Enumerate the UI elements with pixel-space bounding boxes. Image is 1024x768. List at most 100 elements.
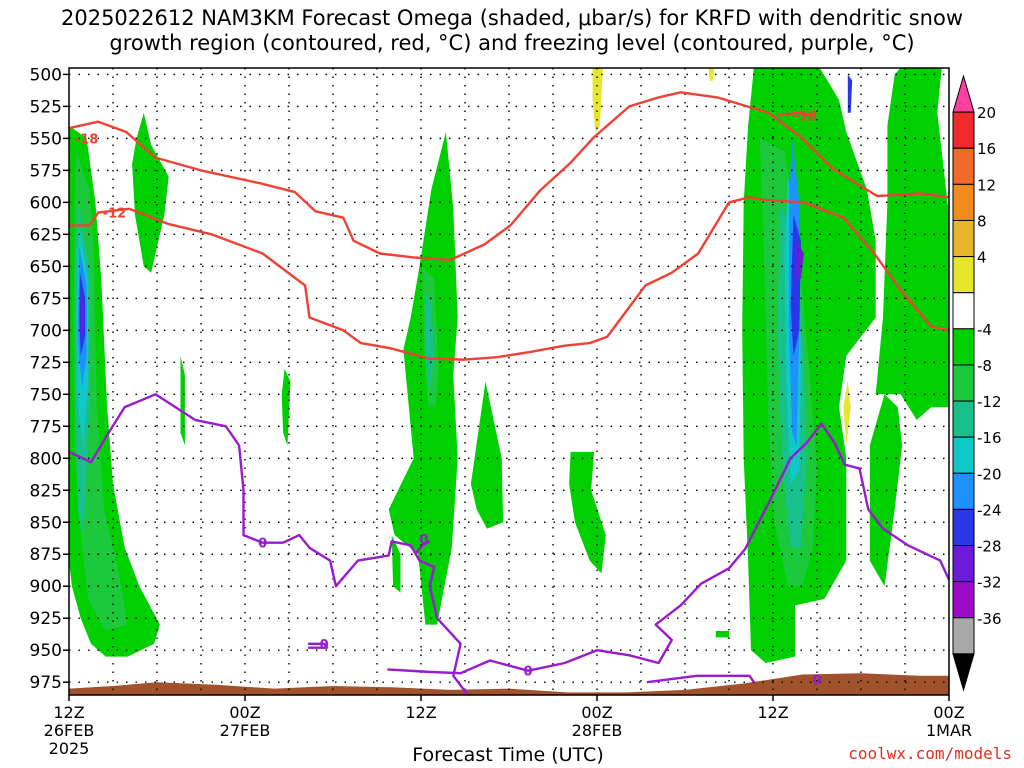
colorbar-label: 12 — [977, 176, 996, 194]
colorbar-bin — [952, 436, 975, 474]
x-tick-label: 28FEB — [572, 721, 623, 740]
colorbar-label: -4 — [977, 321, 992, 339]
colorbar-label: 16 — [977, 140, 996, 158]
colorbar-label: -36 — [977, 610, 1002, 628]
y-tick-label: 600 — [30, 193, 62, 213]
y-tick-label: 875 — [30, 545, 62, 565]
freezing-level-contour — [414, 540, 431, 555]
colorbar-bin — [952, 328, 975, 366]
y-tick-label: 575 — [30, 161, 62, 181]
colorbar-arrow-bottom — [952, 653, 975, 692]
freezing-level-contour — [646, 674, 755, 684]
x-tick-label: 00Z — [581, 703, 612, 722]
y-tick-label: 725 — [30, 353, 62, 373]
colorbar-bin — [952, 111, 975, 149]
dgz-contour — [777, 111, 810, 117]
y-tick-label: 625 — [30, 225, 62, 245]
y-tick-label: 800 — [30, 449, 62, 469]
omega-region — [715, 631, 729, 638]
x-tick-label: 12Z — [405, 703, 436, 722]
dgz-contour-label: -12 — [103, 207, 127, 222]
freezing-level-contour-label: 0 — [812, 674, 821, 689]
x-tick-label: 12Z — [757, 703, 788, 722]
x-tick-label: 2025 — [49, 739, 90, 758]
x-tick-label: 00Z — [933, 703, 964, 722]
y-tick-label: 825 — [30, 481, 62, 501]
colorbar-label: -16 — [977, 429, 1002, 447]
colorbar-bin — [952, 472, 975, 510]
freezing-level-contour-label: 0 — [258, 537, 267, 552]
omega-region — [391, 535, 401, 593]
colorbar-arrow-top — [952, 74, 975, 113]
omega-region — [425, 291, 435, 395]
y-tick-label: 650 — [30, 257, 62, 277]
colorbar-bin — [952, 545, 975, 583]
y-tick-label: 500 — [30, 65, 62, 85]
colorbar-label: 20 — [977, 104, 996, 122]
y-tick-label: 950 — [30, 641, 62, 661]
freezing-level-contour — [387, 422, 949, 675]
y-tick-label: 550 — [30, 129, 62, 149]
x-axis-label: Forecast Time (UTC) — [412, 744, 604, 766]
source-credit[interactable]: coolwx.com/models — [848, 744, 1012, 763]
omega-region — [132, 112, 169, 273]
omega-region — [875, 68, 949, 420]
omega-region — [869, 394, 903, 587]
y-tick-label: 675 — [30, 289, 62, 309]
colorbar-label: -20 — [977, 465, 1002, 483]
dgz-contour-label: -18 — [75, 132, 99, 147]
plot-layers: -18 -18 -12 0 0 0 0 0 — [69, 68, 949, 695]
colorbar-label: -12 — [977, 393, 1002, 411]
dgz-contour — [69, 195, 949, 361]
x-tick-label: 00Z — [229, 703, 260, 722]
omega-region — [708, 68, 715, 81]
y-tick-label: 525 — [30, 97, 62, 117]
plot-frame — [68, 67, 950, 696]
colorbar-bin — [952, 147, 975, 185]
chart-title-line-1: 2025022612 NAM3KM Forecast Omega (shaded… — [60, 6, 964, 30]
x-tick-label: 1MAR — [926, 721, 972, 740]
colorbar-bin — [952, 508, 975, 547]
dgz-contour — [69, 91, 949, 262]
omega-region — [470, 381, 504, 529]
y-tick-label: 700 — [30, 321, 62, 341]
colorbar-bin — [952, 256, 975, 294]
colorbar-label: 8 — [977, 212, 987, 230]
freezing-level-contour — [69, 393, 469, 695]
y-tick-label: 750 — [30, 385, 62, 405]
omega-region — [796, 240, 804, 280]
colorbar-label: -24 — [977, 501, 1002, 519]
freezing-level-contour-label: 0 — [524, 665, 533, 680]
x-tick-label: 12Z — [53, 703, 84, 722]
colorbar-bin — [952, 219, 975, 258]
y-tick-label: 925 — [30, 609, 62, 629]
freezing-level-contour-label: 0 — [419, 533, 428, 548]
colorbar-bin — [952, 183, 975, 221]
colorbar-label: -32 — [977, 574, 1002, 592]
colorbar-bin — [952, 581, 975, 619]
freezing-level-contour — [308, 642, 329, 649]
x-tick-label: 26FEB — [44, 721, 95, 740]
chart-title-line-2: growth region (contoured, red, °C) and f… — [109, 31, 915, 55]
omega-region — [569, 451, 606, 574]
colorbar-bin — [952, 292, 975, 330]
y-tick-label: 775 — [30, 417, 62, 437]
colorbar-label: -28 — [977, 538, 1002, 556]
y-tick-label: 975 — [30, 673, 62, 693]
colorbar-bin — [952, 617, 975, 655]
omega-region — [180, 355, 185, 446]
y-tick-label: 900 — [30, 577, 62, 597]
colorbar-bin — [952, 400, 975, 438]
freezing-level-contour-label: 0 — [320, 638, 329, 653]
omega-region — [80, 291, 84, 337]
omega-region — [847, 74, 853, 113]
colorbar-bin — [952, 364, 975, 402]
colorbar-label: -8 — [977, 357, 992, 375]
dgz-contour-label: -18 — [794, 109, 818, 124]
colorbar-label: 4 — [977, 249, 987, 267]
omega-region — [388, 132, 458, 625]
x-tick-label: 27FEB — [220, 721, 271, 740]
omega-region — [592, 68, 603, 132]
omega-region — [843, 381, 851, 446]
